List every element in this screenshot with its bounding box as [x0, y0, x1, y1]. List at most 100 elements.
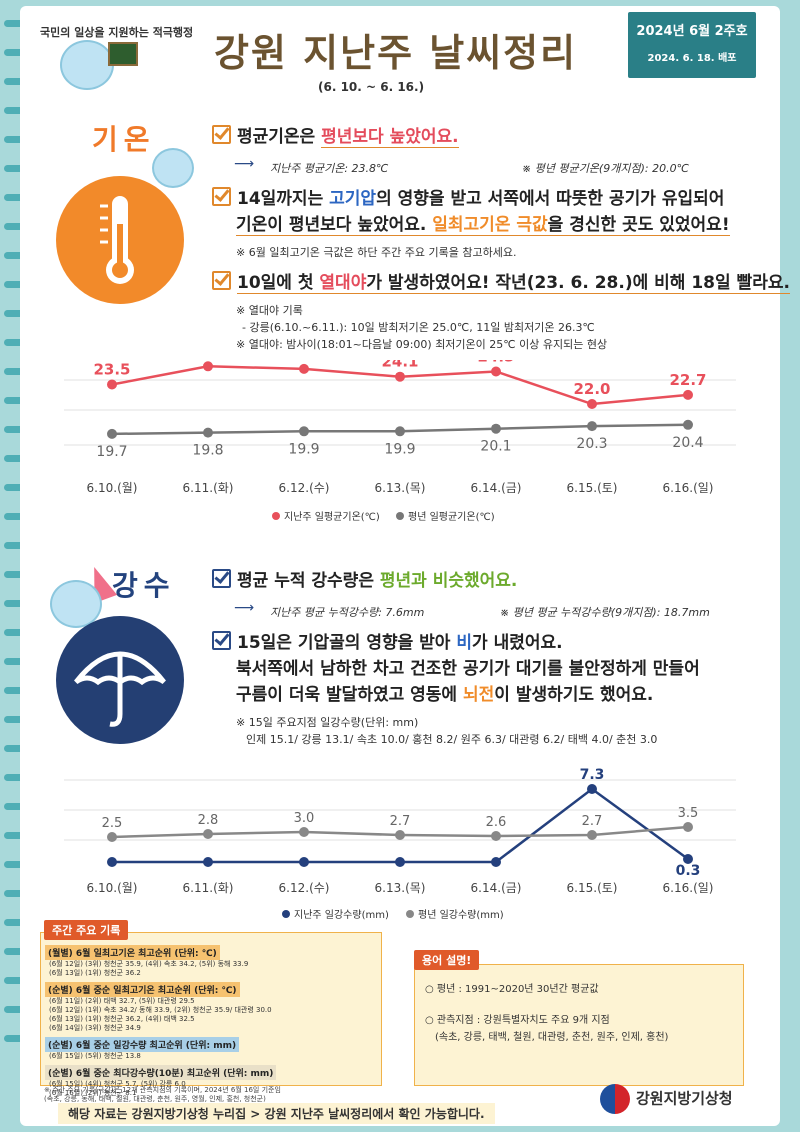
record-heading: (월별) 6월 일최고기온 최고순위 (단위: ℃) [45, 945, 220, 960]
data-label: 22.7 [669, 371, 706, 389]
x-tick-label: 6.13.(목) [375, 881, 426, 895]
data-label: 19.9 [384, 441, 415, 457]
data-label: 22.0 [573, 380, 610, 398]
page-title: 강원 지난주 날씨정리 [214, 31, 578, 75]
rain-point-2-line2: 북서쪽에서 남하한 차고 건조한 공기가 대기를 불안정하게 만들어 [236, 659, 700, 679]
rain-section-title: 강수 [112, 569, 176, 602]
data-point [491, 857, 501, 867]
data-label: 0.3 [676, 863, 701, 879]
term-normal: ○ 평년 : 1991~2020년 30년간 평균값 [425, 984, 599, 995]
data-point [107, 832, 117, 842]
data-point [107, 379, 117, 390]
data-point [203, 427, 213, 438]
data-label: 3.5 [678, 806, 699, 821]
rain-point-1: 평균 누적 강수량은 평년과 비슷했어요. [212, 568, 517, 594]
legend: 지난주 일평균기온(℃) 평년 일평균기온(℃) [272, 511, 495, 523]
data-point [299, 426, 309, 437]
rain-notes: ※ 15일 주요지점 일강수량(단위: mm) 인제 15.1/ 강릉 13.1… [236, 716, 658, 746]
temp-note-extreme: ※ 6월 일최고기온 극값은 하단 주간 주요 기록을 참고하세요. [236, 246, 517, 259]
data-label: 20.4 [672, 435, 703, 451]
temp-section-title: 기온 [92, 123, 156, 156]
temp-chart: 6.10.(월) 6.11.(화) 6.12.(수) 6.13.(목) 6.14.(금)… [64, 360, 736, 523]
legend-marker [282, 910, 290, 918]
issue-box: 2024년 6월 2주호 2024. 6. 18. 배포 [628, 12, 756, 78]
x-tick-label: 6.15.(토) [567, 481, 618, 495]
mascot-rain-icon [50, 580, 102, 628]
temp-point-3: 10일에 첫 열대야가 발생하였어요! 작년(23. 6. 28.)에 비해 1… [212, 270, 790, 296]
data-label: 19.7 [96, 444, 127, 460]
data-point [107, 857, 117, 867]
x-tick-label: 6.14.(금) [471, 481, 522, 495]
rain-chart: 6.10.(월) 6.11.(화) 6.12.(수) 6.13.(목) 6.14.(금)… [64, 767, 736, 920]
thermometer-icon [56, 176, 184, 304]
x-tick-label: 6.16.(일) [663, 481, 714, 495]
data-label: 3.0 [294, 811, 315, 826]
term-stations: ○ 관측지점 : 강원특별자치도 주요 9개 지점 [425, 1015, 610, 1026]
record-heading: (순별) 6월 중순 최다강수량(10분) 최고순위 (단위: mm) [45, 1065, 277, 1080]
x-tick-label: 6.10.(월) [87, 881, 138, 895]
x-tick-label: 6.11.(화) [183, 481, 234, 495]
legend-label: 평년 일강수량(mm) [418, 909, 504, 920]
tropical-night-notes: ※ 열대야 기록 - 강릉(6.10.~6.11.): 10일 밤최저기온 25… [236, 304, 608, 351]
data-label: 20.3 [576, 436, 607, 452]
data-point [203, 857, 213, 867]
x-tick-label: 6.12.(수) [279, 481, 330, 495]
x-tick-label: 6.15.(토) [567, 881, 618, 895]
data-point [491, 366, 501, 377]
arrow-icon: ⟶ [234, 600, 255, 616]
record-heading: (순별) 6월 중순 일강수량 최고순위 (단위: mm) [45, 1037, 240, 1052]
data-point [587, 421, 597, 432]
data-label: 23.5 [93, 361, 130, 379]
data-label: 2.5 [102, 816, 123, 831]
records-footnote: ※ 주간 주요 기록(극값)은 12개 관측지점의 기록이며, 2024년 6월… [44, 1086, 281, 1103]
board-icon [108, 42, 138, 66]
data-point [683, 389, 693, 400]
kma-emblem-icon [600, 1084, 630, 1114]
record-heading: (순별) 6월 중순 일최고기온 최고순위 (단위: ℃) [45, 982, 240, 997]
terms-tab: 용어 설명! [414, 950, 480, 970]
umbrella-icon [56, 616, 184, 744]
legend-marker [272, 512, 280, 520]
tagline: 국민의 일상을 지원하는 적극행정 [40, 26, 194, 39]
rain-point-2-line3: 구름이 더욱 발달하였고 영동에 뇌전이 발생하기도 했어요. [236, 685, 654, 705]
agency-name: 강원지방기상청 [636, 1089, 733, 1108]
temp-point-1: 평균기온은 평년보다 높았어요. [212, 124, 459, 150]
data-label: 19.8 [192, 443, 223, 459]
x-tick-label: 6.11.(화) [183, 881, 234, 895]
data-point [203, 361, 213, 372]
data-point [299, 857, 309, 867]
data-label: 20.1 [480, 439, 511, 455]
binder-rings [0, 20, 30, 1064]
data-point [587, 399, 597, 409]
period: (6. 10. ~ 6. 16.) [318, 80, 425, 94]
data-point [299, 827, 309, 837]
mascot-temp-icon [152, 148, 194, 188]
checkbox-icon [212, 271, 231, 290]
rain-sub-left: 지난주 평균 누적강수량: 7.6mm [270, 606, 425, 619]
data-point [395, 371, 405, 382]
x-tick-label: 6.13.(목) [375, 481, 426, 495]
terms-box: ○ 평년 : 1991~2020년 30년간 평균값 ○ 관측지점 : 강원특별… [414, 964, 744, 1086]
x-tick-label: 6.16.(일) [663, 881, 714, 895]
checkbox-icon [212, 569, 231, 588]
x-tick-label: 6.12.(수) [279, 881, 330, 895]
agency-logo: 강원지방기상청 [600, 1084, 733, 1114]
legend: 지난주 일강수량(mm) 평년 일강수량(mm) [282, 909, 504, 920]
data-point [395, 830, 405, 840]
issue-week: 2024년 6월 2주호 [636, 24, 748, 39]
data-point [683, 419, 693, 430]
mascot-icon [60, 40, 114, 90]
data-label: 24.7 [285, 360, 322, 363]
footer-note: 해당 자료는 강원지방기상청 누리집 > 강원 지난주 날씨정리에서 확인 가능… [58, 1103, 495, 1124]
legend-label: 지난주 일평균기온(℃) [284, 511, 380, 523]
legend-label: 평년 일평균기온(℃) [408, 511, 495, 523]
data-label: 24.5 [477, 360, 514, 366]
data-point [203, 829, 213, 839]
rain-point-2: 15일은 기압골의 영향을 받아 비가 내렸어요. [212, 630, 563, 656]
rain-sub-right: ※ 평년 평균 누적강수량(9개지점): 18.7mm [500, 606, 710, 619]
data-point [491, 423, 501, 434]
data-point [587, 784, 597, 794]
x-tick-label: 6.14.(금) [471, 881, 522, 895]
release-date: 2024. 6. 18. 배포 [647, 53, 737, 64]
data-label: 19.9 [288, 441, 319, 457]
